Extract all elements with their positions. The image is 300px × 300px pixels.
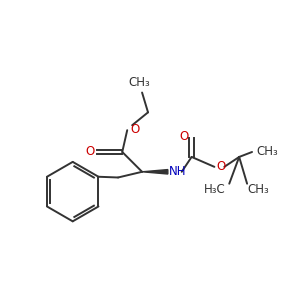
Text: CH₃: CH₃ — [256, 146, 278, 158]
Text: O: O — [217, 160, 226, 173]
Text: NH: NH — [169, 165, 187, 178]
Text: O: O — [130, 123, 140, 136]
Text: H₃C: H₃C — [203, 183, 225, 196]
Polygon shape — [142, 169, 168, 174]
Text: O: O — [85, 146, 94, 158]
Text: O: O — [179, 130, 188, 142]
Text: CH₃: CH₃ — [128, 76, 150, 89]
Text: CH₃: CH₃ — [247, 183, 269, 196]
